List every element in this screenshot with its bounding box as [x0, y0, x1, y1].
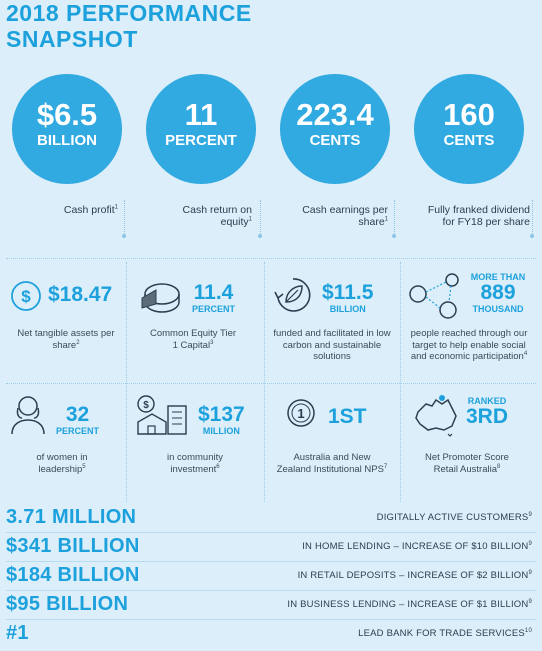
stat-label: IN HOME LENDING – INCREASE OF $10 BILLIO…: [302, 540, 532, 552]
page-title: 2018 PERFORMANCE SNAPSHOT: [6, 0, 252, 52]
divider-dot: [530, 234, 534, 238]
circle-cash-return: 11 PERCENT: [146, 74, 256, 184]
svg-text:$: $: [143, 400, 149, 411]
stat-value: $184 BILLION: [6, 564, 140, 586]
divider: [532, 200, 533, 236]
stat-label: DIGITALLY ACTIVE CUSTOMERS9: [376, 511, 532, 523]
desc-sustainable: funded and facilitated in low carbon and…: [273, 328, 391, 362]
circle-value: 11: [184, 97, 218, 132]
australia-map-icon: [415, 395, 457, 437]
metric-people: MORE THAN 889 THOUSAND: [470, 272, 526, 314]
metric-cet1: 11.4 PERCENT: [192, 281, 236, 315]
circle-unit: BILLION: [37, 132, 97, 149]
divider: [260, 200, 261, 236]
circle-label: Cash profit1: [63, 204, 118, 216]
stat-label: IN BUSINESS LENDING – INCREASE OF $1 BIL…: [287, 598, 532, 610]
divider: [6, 383, 536, 384]
divider-dot: [392, 234, 396, 238]
stat-value: $341 BILLION: [6, 535, 140, 557]
stat-value: #1: [6, 622, 29, 644]
metric-women: 32 PERCENT: [56, 403, 100, 437]
metric-community: $137 MILLION: [198, 403, 245, 437]
stat-label: IN RETAIL DEPOSITS – INCREASE OF $2 BILL…: [297, 569, 532, 581]
circle-value: 160: [443, 97, 495, 132]
svg-text:$: $: [21, 287, 31, 306]
circle-label: Cash earnings per share1: [302, 204, 388, 228]
desc-institutional: Australia and New Zealand Institutional …: [276, 452, 388, 475]
stat-row: $184 BILLION IN RETAIL DEPOSITS – INCREA…: [0, 562, 542, 590]
desc-nta: Net tangible assets per share2: [17, 328, 115, 351]
circle-unit: CENTS: [443, 132, 495, 149]
divider: [6, 619, 536, 620]
people-network-icon: [409, 273, 459, 319]
first-medal-icon: 1: [287, 399, 315, 427]
desc-community: in community investment6: [167, 452, 223, 475]
stat-row: $95 BILLION IN BUSINESS LENDING – INCREA…: [0, 591, 542, 619]
divider: [6, 590, 536, 591]
stat-value: 3.71 MILLION: [6, 506, 137, 528]
divider: [126, 262, 127, 502]
divider: [400, 262, 401, 502]
divider-dot: [258, 234, 262, 238]
divider: [394, 200, 395, 236]
community-house-icon: $: [137, 395, 187, 435]
circle-unit: CENTS: [309, 132, 361, 149]
stat-row: #1 LEAD BANK FOR TRADE SERVICES10: [0, 620, 542, 648]
stat-value: $95 BILLION: [6, 593, 129, 615]
metric-sustainable: $11.5 BILLION: [322, 281, 374, 315]
divider-dot: [122, 234, 126, 238]
divider: [6, 532, 536, 533]
circle-value: $6.5: [36, 97, 98, 132]
divider: [264, 262, 265, 502]
metric-retail-nps: RANKED 3RD: [466, 396, 509, 428]
desc-people: people reached through our target to hel…: [410, 328, 528, 362]
divider: [6, 561, 536, 562]
circle-unit: PERCENT: [165, 132, 237, 149]
stat-row: $341 BILLION IN HOME LENDING – INCREASE …: [0, 533, 542, 561]
divider: [6, 258, 536, 259]
metric-nta: $18.47: [48, 283, 113, 306]
desc-women: of women in leadership5: [36, 452, 88, 475]
desc-retail-nps: Net Promoter Score Retail Australia8: [425, 452, 509, 475]
circle-cash-profit: $6.5 BILLION: [12, 74, 122, 184]
dollar-coin-icon: $: [11, 281, 41, 311]
circle-cash-eps: 223.4 CENTS: [280, 74, 390, 184]
divider: [124, 200, 125, 236]
svg-text:1: 1: [297, 406, 304, 421]
woman-icon: [11, 396, 45, 435]
stat-label: LEAD BANK FOR TRADE SERVICES10: [358, 627, 532, 639]
leaf-recycle-icon: [274, 278, 311, 312]
circle-dividend: 160 CENTS: [414, 74, 524, 184]
desc-cet1: Common Equity Tier 1 Capital3: [149, 328, 237, 351]
circle-value: 223.4: [296, 97, 374, 132]
pie-chart-icon: [141, 283, 180, 313]
metric-institutional: 1ST: [328, 405, 367, 428]
circle-label: Fully franked dividend for FY18 per shar…: [427, 204, 530, 228]
stat-row: 3.71 MILLION DIGITALLY ACTIVE CUSTOMERS9: [0, 504, 542, 532]
circle-label: Cash return on equity1: [182, 204, 252, 228]
